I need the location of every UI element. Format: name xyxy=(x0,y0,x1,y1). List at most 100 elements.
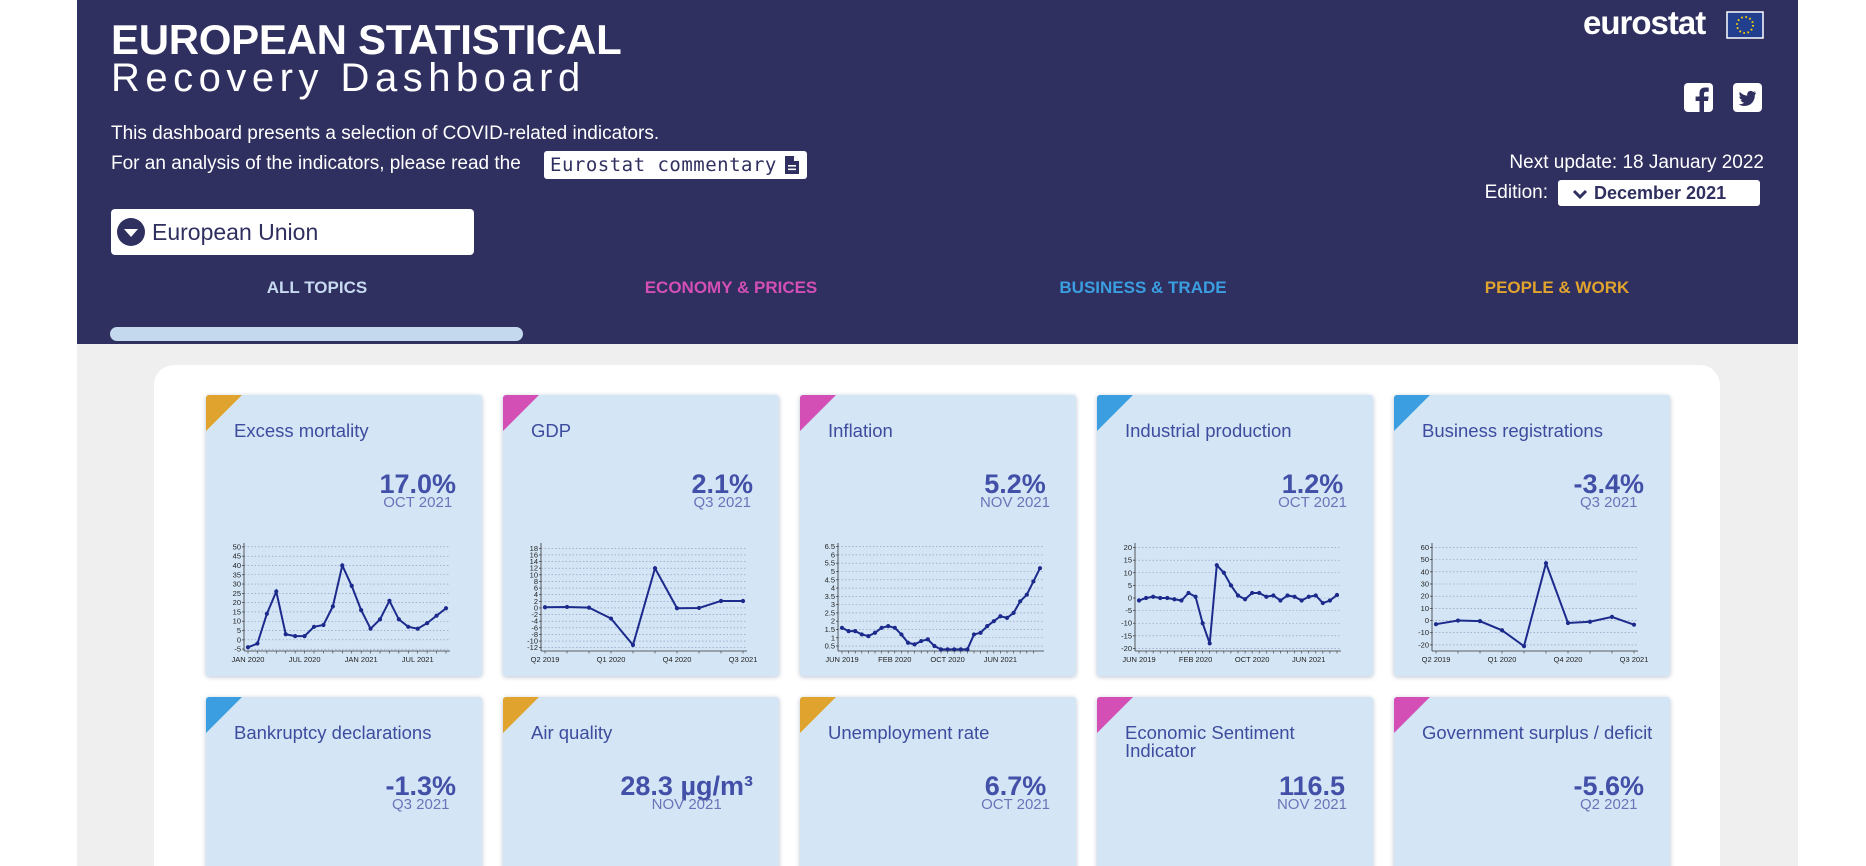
data-point xyxy=(302,634,307,639)
indicator-card[interactable]: -12 -10 -8 -6 -4 -2 0 2 4 6 8 10 12 14 16 18 Q2 2019 Q1 2… xyxy=(503,395,779,676)
y-tick-label: 3.5 xyxy=(825,592,835,601)
data-point xyxy=(1299,598,1304,603)
y-tick-label: -15 xyxy=(1121,631,1132,640)
data-point xyxy=(1207,641,1212,646)
topic-tab[interactable]: BUSINESS & TRADE xyxy=(1059,278,1227,297)
indicator-card[interactable]: 0.5 1 1.5 2 2.5 3 3.5 4 4.5 5 5.5 6 6.5 JUN 2019 FEB 2… xyxy=(800,395,1076,676)
card-graphics xyxy=(503,697,539,733)
y-tick-label: 1.5 xyxy=(825,625,835,634)
chevron-icon xyxy=(1572,189,1588,200)
data-point xyxy=(879,625,884,630)
data-point xyxy=(859,632,864,637)
data-line xyxy=(247,562,447,649)
x-tick-label: FEB 2020 xyxy=(878,655,911,664)
topic-corner xyxy=(800,395,836,431)
y-tick-label: 3 xyxy=(831,600,835,609)
topic-tab[interactable]: PEOPLE & WORK xyxy=(1484,278,1630,297)
y-tick-label: -8 xyxy=(531,630,538,639)
data-point xyxy=(1172,597,1177,602)
facebook-icon[interactable] xyxy=(1684,83,1713,112)
y-tick-label: 25 xyxy=(233,589,241,598)
data-point xyxy=(1165,595,1170,601)
data-point xyxy=(1327,598,1333,603)
card-value: 28.3 µg/m³ xyxy=(620,771,753,801)
card-graphics: -20 -10 0 10 20 30 40 50 60 Q2 2019 Q1 2020 Q4 2020… xyxy=(1394,395,1648,664)
card-date: NOV 2021 xyxy=(651,796,722,813)
topic-corner xyxy=(1394,697,1430,733)
y-tick-label: 4 xyxy=(534,590,538,599)
card-title: Economic Sentiment Indicator xyxy=(1125,722,1295,761)
data-point xyxy=(866,633,871,639)
card-date: OCT 2021 xyxy=(981,796,1050,813)
x-tick-label: JUN 2021 xyxy=(984,655,1017,664)
indicator-card[interactable]: -5 0 5 10 15 20 25 30 35 40 45 50 JAN 2020 JUL 2020 JA… xyxy=(206,395,482,676)
indicator-card[interactable]: Economic Sentiment Indicator 116.5 NOV 202… xyxy=(1097,697,1373,866)
x-tick-label: Q2 2019 xyxy=(531,655,560,664)
edition-label: Edition: xyxy=(1484,182,1548,203)
twitter-icon[interactable] xyxy=(1733,83,1762,112)
indicator-card[interactable]: Bankruptcy declarations -1.3% Q3 2021 xyxy=(206,697,482,866)
data-point xyxy=(542,605,548,610)
y-tick-label: 10 xyxy=(1124,568,1132,577)
indicator-card[interactable]: Air quality 28.3 µg/m³ NOV 2021 xyxy=(503,697,779,866)
x-tick-label: JUL 2020 xyxy=(289,655,321,664)
edition-dropdown[interactable]: December 2021 xyxy=(1558,180,1760,206)
data-point xyxy=(425,621,430,626)
title-line-1: EUROPEAN STATISTICAL xyxy=(111,16,622,63)
card-title: Government surplus / deficit xyxy=(1422,722,1653,743)
topic-corner xyxy=(206,395,242,431)
data-point xyxy=(1499,628,1505,633)
data-point xyxy=(740,598,746,604)
y-tick-label: -10 xyxy=(1418,628,1429,637)
data-point xyxy=(1565,620,1571,626)
card-value: 1.2% xyxy=(1281,469,1344,499)
data-point xyxy=(839,625,845,630)
indicator-card[interactable]: -20 -10 0 10 20 30 40 50 60 Q2 2019 Q1 2020 Q4 2020… xyxy=(1394,395,1670,676)
data-point xyxy=(283,632,288,637)
data-point xyxy=(1011,610,1016,616)
card-title: Air quality xyxy=(531,722,613,743)
eurostat-logo[interactable]: eurostat xyxy=(1583,4,1706,41)
indicator-card[interactable]: -20 -15 -10 -5 0 5 10 15 20 JUN 2019 FEB 2020 OCT 2… xyxy=(1097,395,1373,676)
card-graphics: -20 -15 -10 -5 0 5 10 15 20 JUN 2019 FEB 2020 OCT 2… xyxy=(1097,395,1341,664)
data-point xyxy=(1193,594,1198,599)
card-value: -3.4% xyxy=(1573,469,1644,499)
data-point xyxy=(886,624,891,629)
indicator-card[interactable]: Unemployment rate 6.7% OCT 2021 xyxy=(800,697,1076,866)
data-point xyxy=(958,647,963,652)
data-point xyxy=(245,645,251,650)
data-point xyxy=(1235,593,1241,598)
title-line-2: Recovery Dashboard xyxy=(111,56,586,100)
y-tick-label: -2 xyxy=(531,610,538,619)
y-tick-label: 5.5 xyxy=(825,559,835,568)
topic-tab[interactable]: ALL TOPICS xyxy=(266,278,368,297)
y-tick-label: -20 xyxy=(1121,644,1132,653)
region-dropdown[interactable]: European Union xyxy=(111,209,474,255)
topic-tab[interactable]: ECONOMY & PRICES xyxy=(644,278,818,297)
y-tick-label: 10 xyxy=(1421,604,1429,613)
y-tick-label: 20 xyxy=(1124,543,1132,552)
card-value-block: 5.2% NOV 2021 xyxy=(980,469,1050,510)
card-title: Bankruptcy declarations xyxy=(234,722,432,743)
card-grid: -5 0 5 10 15 20 25 30 35 40 45 50 JAN 2020 JUL 2020 JA… xyxy=(77,344,1798,866)
y-tick-label: 30 xyxy=(1421,579,1429,588)
y-tick-label: 0 xyxy=(1128,594,1132,603)
data-point xyxy=(1306,594,1311,599)
data-line xyxy=(1138,562,1338,644)
card-date: Q3 2021 xyxy=(1579,494,1638,511)
card-value-block: 17.0% OCT 2021 xyxy=(379,469,456,510)
eu-flag xyxy=(1726,11,1764,39)
indicator-card[interactable]: Government surplus / deficit -5.6% Q2 2021 xyxy=(1394,697,1670,866)
y-tick-label: 15 xyxy=(1124,556,1132,565)
data-point xyxy=(330,604,335,609)
y-tick-label: 50 xyxy=(1421,555,1429,564)
y-tick-label: 15 xyxy=(233,607,241,616)
commentary-button[interactable]: Eurostat commentary xyxy=(544,151,807,179)
card-graphics xyxy=(206,697,242,733)
y-tick-label: 6 xyxy=(534,584,538,593)
card-value-block: 2.1% Q3 2021 xyxy=(691,469,753,510)
y-tick-label: 20 xyxy=(233,598,241,607)
card-graphics xyxy=(1394,697,1430,733)
y-tick-label: -10 xyxy=(527,637,538,646)
